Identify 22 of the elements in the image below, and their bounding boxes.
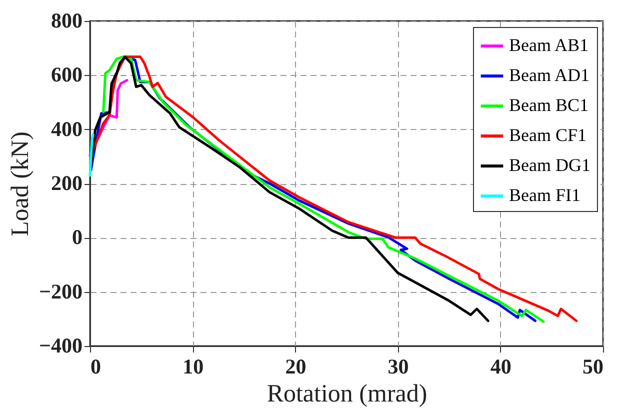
legend-label: Beam FI1 — [509, 185, 580, 205]
y-tick-label: 0 — [72, 225, 82, 250]
y-tick-label: 600 — [51, 62, 82, 87]
line-series — [88, 134, 94, 177]
x-tick-label: 40 — [490, 354, 512, 378]
x-tick-label: 50 — [582, 354, 604, 378]
y-tick-label: −200 — [39, 279, 82, 304]
x-tick-label: 20 — [285, 354, 306, 378]
x-tick-label: 30 — [388, 354, 409, 378]
y-axis-title: Load (kN) — [7, 132, 34, 236]
legend-label: Beam BC1 — [509, 95, 588, 115]
y-tick-label: −400 — [39, 334, 82, 358]
legend-label: Beam DG1 — [509, 155, 590, 175]
x-tick-label: 0 — [90, 354, 101, 378]
legend-label: Beam CF1 — [509, 125, 587, 145]
y-tick-label: 800 — [51, 8, 82, 32]
y-tick-label: 400 — [51, 116, 82, 141]
legend-label: Beam AB1 — [509, 35, 588, 55]
x-tick-label: 10 — [182, 354, 204, 378]
y-tick-label: 200 — [51, 171, 82, 195]
legend-label: Beam AD1 — [509, 65, 590, 85]
x-axis-title: Rotation (mrad) — [266, 380, 428, 408]
